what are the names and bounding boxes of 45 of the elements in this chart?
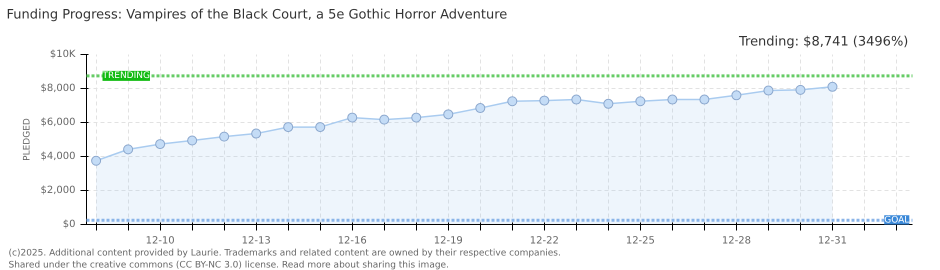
point <box>763 86 774 96</box>
point <box>123 144 134 154</box>
y-tick-label: $4,000 <box>40 151 76 162</box>
point <box>507 96 518 106</box>
x-tick-label: 12-10 <box>146 236 175 246</box>
point <box>731 90 742 100</box>
point <box>827 82 838 92</box>
point <box>155 139 166 150</box>
point <box>667 94 678 105</box>
x-tick-label: 12-22 <box>530 236 559 246</box>
x-tick-label: 12-28 <box>722 236 751 246</box>
y-tick-label: $0 <box>62 219 76 230</box>
point <box>283 122 294 132</box>
ref-line-label: GOAL <box>884 215 910 226</box>
point <box>539 96 550 106</box>
chart-subtitle: Trending: $8,741 (3496%) <box>738 34 908 50</box>
point <box>795 84 806 95</box>
chart-title: Funding Progress: Vampires of the Black Court, a 5e Gothic Horror Adventure <box>6 8 508 22</box>
point <box>251 128 262 139</box>
point <box>603 98 614 109</box>
point <box>91 156 102 166</box>
point <box>411 112 422 123</box>
x-tick-label: 12-19 <box>434 236 463 246</box>
x-tick-label: 12-16 <box>338 236 367 246</box>
point <box>475 103 486 114</box>
point <box>347 112 358 123</box>
y-tick-label: $8,000 <box>40 83 76 94</box>
y-axis-title: PLEDGED <box>22 118 33 161</box>
point <box>315 122 326 132</box>
point <box>219 132 230 142</box>
text: (c)2025. Additional content provided by Laurie. Trademarks and related content are owned by their respective companies. <box>8 248 561 258</box>
x-tick-label: 12-13 <box>242 236 271 246</box>
x-tick-label: 12-31 <box>818 236 847 246</box>
point <box>699 94 710 105</box>
point <box>187 136 198 146</box>
text: Shared under the creative commons (CC BY-NC 3.0) license. Read more about sharing this image. <box>8 260 449 270</box>
y-tick-label: $6,000 <box>40 117 76 128</box>
ref-line-label: TRENDING <box>102 70 150 81</box>
point <box>443 109 454 120</box>
point <box>379 114 390 125</box>
y-tick-label: $10K <box>50 49 76 60</box>
y-tick-label: $2,000 <box>40 185 76 196</box>
x-tick-label: 12-25 <box>626 236 655 246</box>
point <box>635 96 646 106</box>
point <box>571 94 582 105</box>
